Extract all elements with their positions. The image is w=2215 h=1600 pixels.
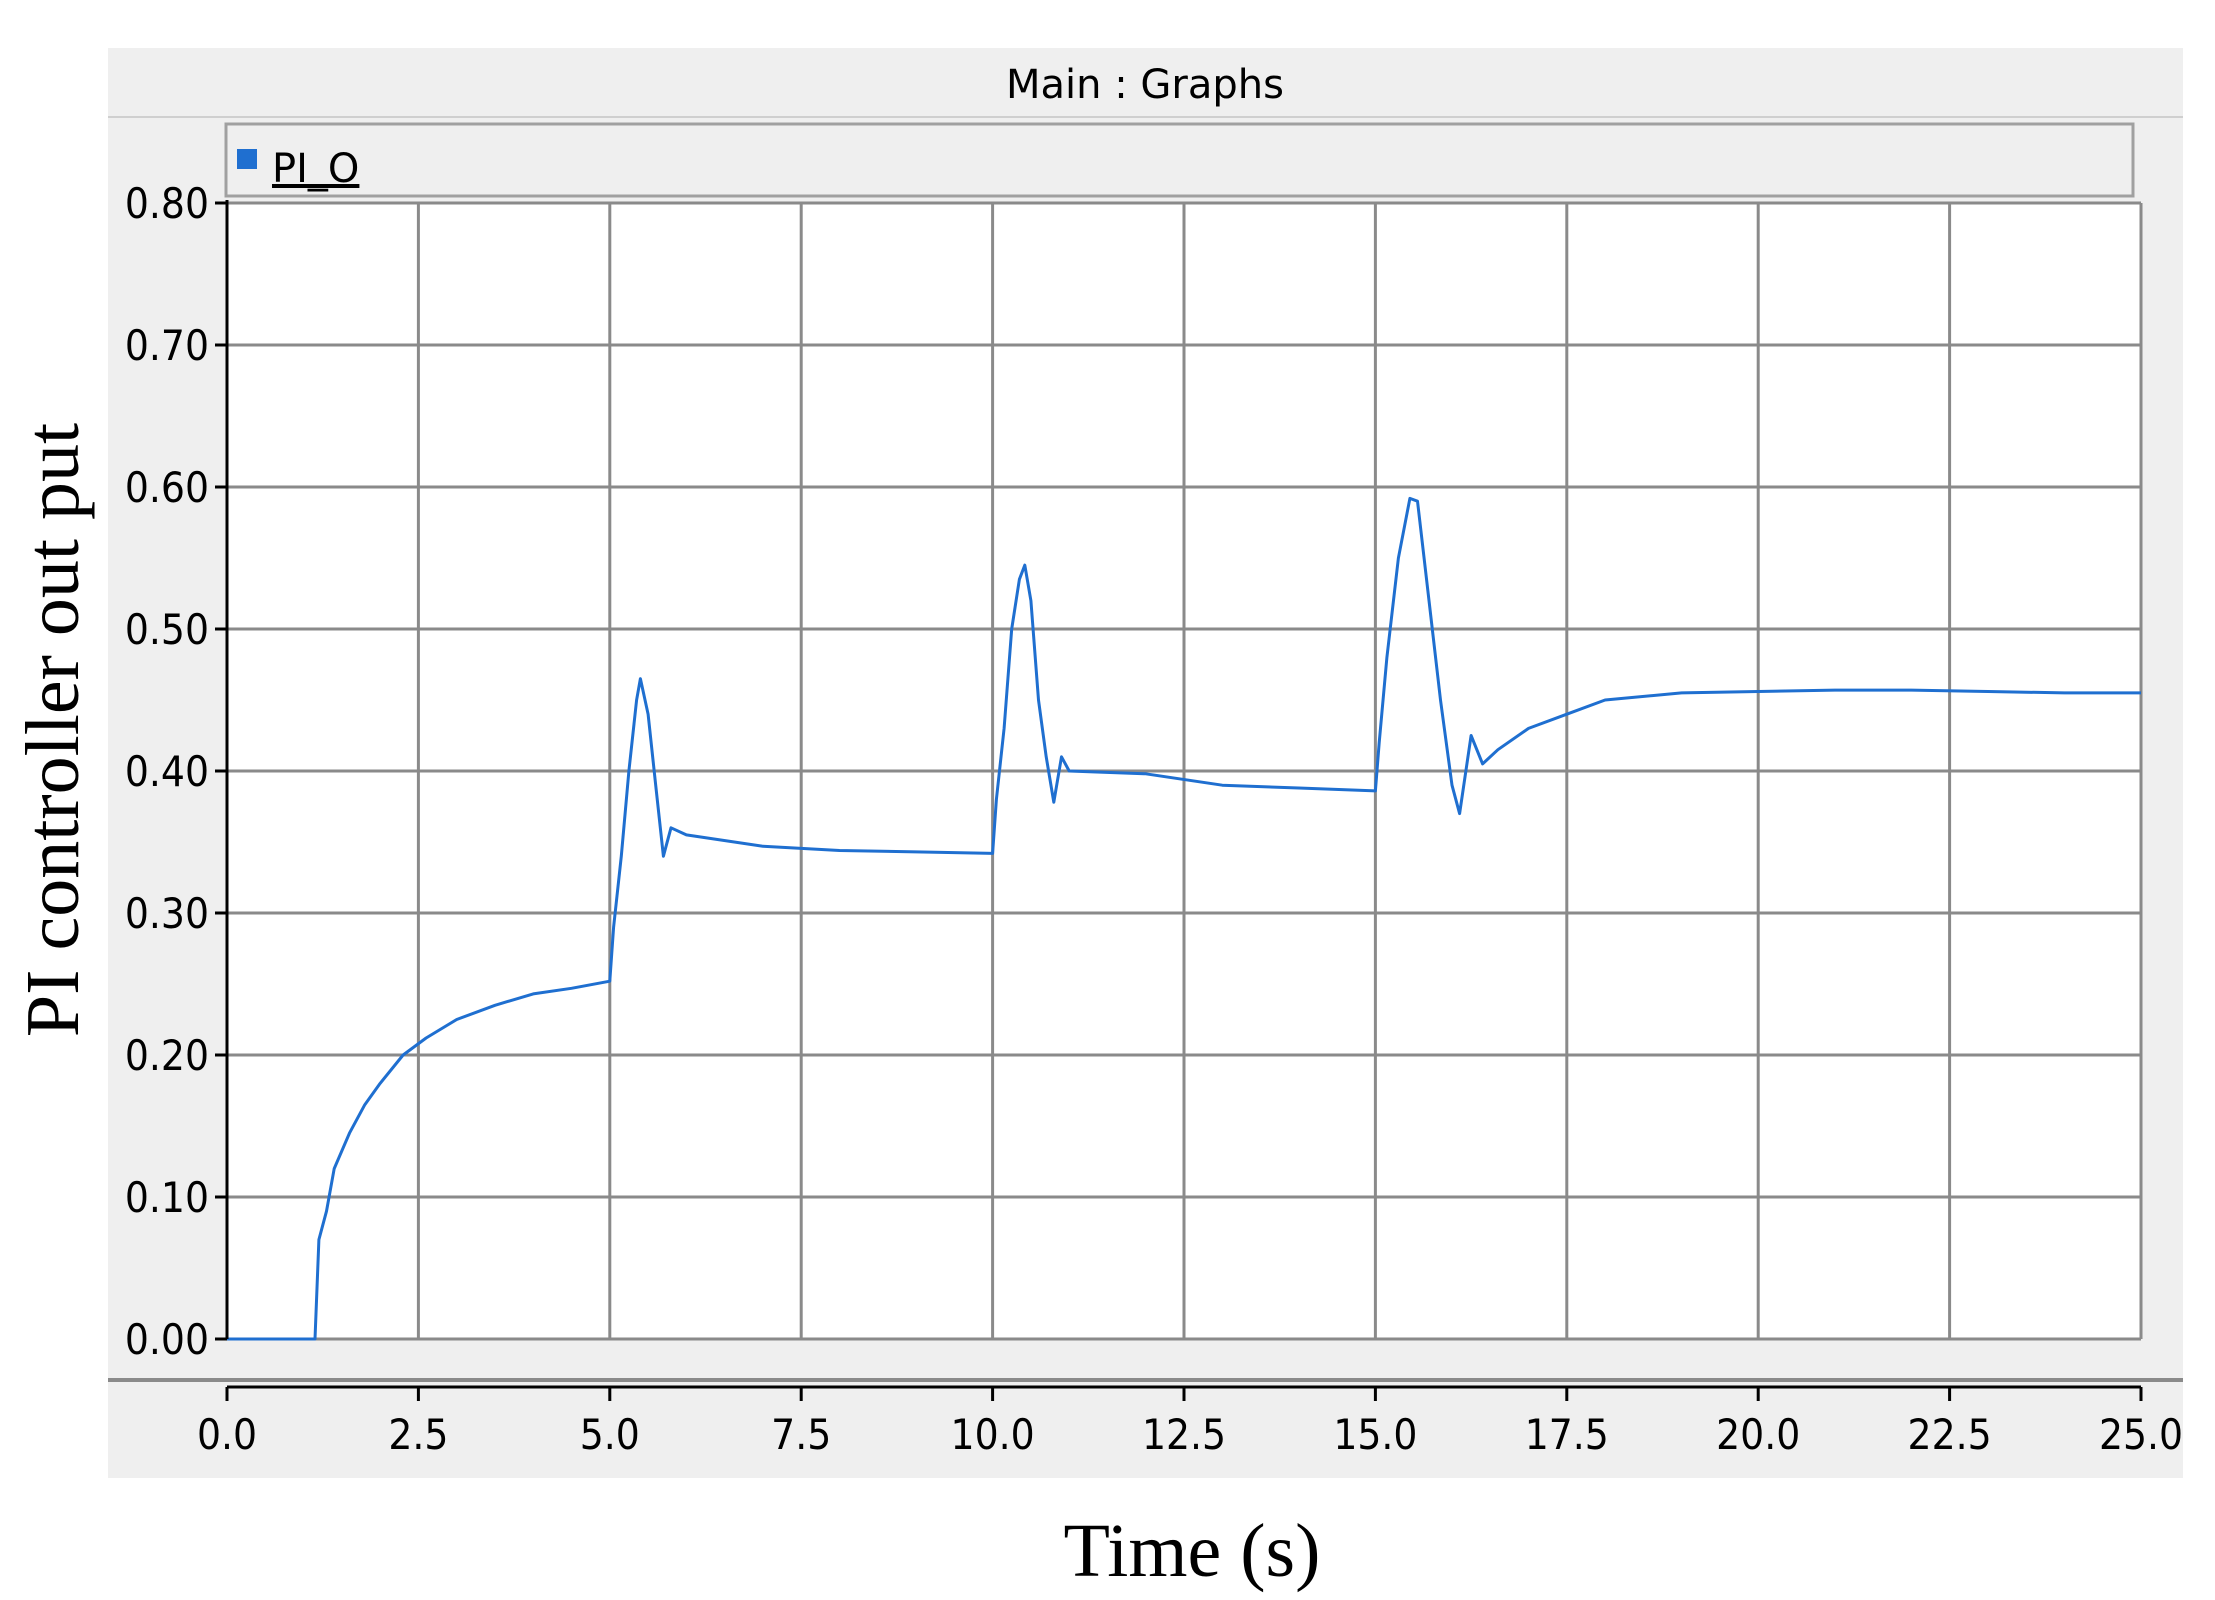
y-axis-ticks: 0.00 0.10 0.20 0.30 0.40 0.50 0.60 0.70 0.80 — [125, 179, 227, 1364]
x-tick-label: 15.0 — [1333, 1410, 1417, 1459]
y-tick-label: 0.00 — [125, 1315, 209, 1364]
y-tick-label: 0.10 — [125, 1173, 209, 1222]
grid-lines — [225, 201, 2143, 1341]
y-tick-label: 0.30 — [125, 889, 209, 938]
y-tick-label: 0.40 — [125, 747, 209, 796]
legend-series-label[interactable]: PI_O — [272, 146, 359, 192]
x-tick-label: 25.0 — [2099, 1410, 2183, 1459]
x-tick-label: 7.5 — [771, 1410, 831, 1459]
y-tick-label: 0.60 — [125, 463, 209, 512]
x-tick-label: 5.0 — [580, 1410, 640, 1459]
x-tick-label: 17.5 — [1525, 1410, 1609, 1459]
legend-swatch — [237, 149, 257, 169]
y-tick-label: 0.20 — [125, 1031, 209, 1080]
legend-bar[interactable] — [224, 122, 2135, 198]
x-tick-label: 22.5 — [1908, 1410, 1992, 1459]
y-tick-label: 0.80 — [125, 179, 209, 228]
x-axis-label: Time (s) — [1064, 1509, 1321, 1593]
series-line — [227, 496, 2141, 1341]
x-tick-label: 10.0 — [951, 1410, 1035, 1459]
y-tick-label: 0.50 — [125, 605, 209, 654]
x-tick-label: 12.5 — [1142, 1410, 1226, 1459]
x-tick-label: 20.0 — [1716, 1410, 1800, 1459]
x-axis-ticks: 0.0 2.5 5.0 7.5 10.0 12.5 15.0 17.5 20.0 22.5 25.0 — [197, 1387, 2183, 1459]
y-tick-label: 0.70 — [125, 321, 209, 370]
series-layer — [227, 496, 2141, 1341]
x-tick-label: 0.0 — [197, 1410, 257, 1459]
y-axis-label: PI controller out put — [11, 423, 95, 1037]
x-tick-label: 2.5 — [388, 1410, 448, 1459]
window-title: Main : Graphs — [1006, 62, 1284, 108]
